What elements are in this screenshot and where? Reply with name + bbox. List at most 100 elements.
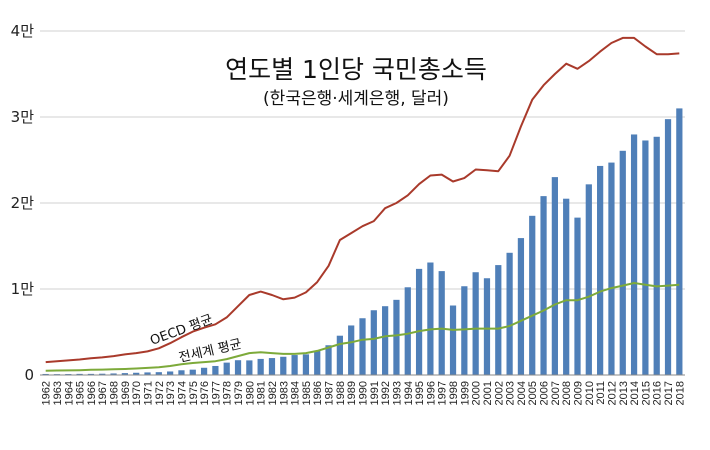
bar-2012 [608, 162, 615, 375]
bar-1978 [223, 362, 230, 375]
bar-2006 [540, 196, 547, 375]
x-tick-label: 1993 [391, 381, 403, 405]
bar-1996 [427, 262, 434, 375]
bar-2001 [483, 278, 491, 375]
bar-2016 [653, 136, 660, 375]
korea-bars [42, 108, 683, 376]
bar-1975 [189, 369, 196, 375]
x-tick-label: 2003 [505, 381, 517, 405]
series-lines [45, 36, 680, 372]
bar-1987 [325, 345, 332, 375]
bar-1997 [438, 271, 445, 375]
bar-2004 [517, 238, 525, 375]
line-world [45, 282, 680, 372]
bar-1980 [246, 360, 253, 375]
bar-1999 [461, 286, 468, 375]
x-tick-label: 1970 [131, 381, 143, 405]
bar-2013 [619, 150, 626, 375]
x-tick-label: 1965 [75, 381, 87, 405]
bar-2018 [676, 108, 683, 376]
bar-1973 [167, 371, 174, 375]
x-tick-label: 2007 [550, 381, 562, 405]
x-tick-label: 1971 [143, 381, 155, 405]
bar-1971 [144, 372, 151, 375]
bar-1972 [155, 372, 162, 375]
bar-1970 [133, 372, 140, 375]
bar-1985 [302, 354, 310, 375]
x-tick-label: 1987 [324, 381, 336, 405]
bar-2007 [551, 177, 558, 375]
x-tick-label: 2013 [618, 381, 630, 405]
bar-2011 [597, 165, 604, 375]
x-tick-label: 2006 [539, 381, 551, 405]
x-tick-label: 1969 [120, 381, 132, 405]
x-tick-label: 2012 [606, 381, 618, 405]
x-tick-label: 2011 [595, 381, 607, 405]
x-tick-label: 2002 [493, 381, 505, 405]
x-tick-label: 2018 [674, 381, 686, 405]
x-tick-label: 1998 [448, 381, 460, 405]
bar-1988 [336, 335, 343, 375]
x-tick-label: 1997 [437, 381, 449, 405]
x-tick-label: 2016 [652, 381, 664, 405]
x-tick-label: 1978 [222, 381, 234, 405]
bar-1977 [212, 365, 219, 375]
x-tick-label: 1964 [63, 381, 75, 405]
x-tick-label: 1980 [244, 381, 256, 405]
y-tick-label: 4만 [11, 22, 35, 40]
bar-2002 [495, 265, 502, 375]
y-axis-ticks: 0 1만 2만 3만 4만 [11, 22, 35, 384]
annotation-oecd: OECD 평균 [148, 312, 215, 349]
bar-1976 [200, 367, 208, 375]
bar-2015 [642, 140, 649, 375]
line-oecd [45, 36, 680, 364]
bar-1990 [359, 318, 366, 375]
x-tick-label: 1982 [267, 381, 279, 405]
bar-1994 [404, 287, 411, 375]
chart-subtitle: (한국은행·세계은행, 달러) [263, 89, 449, 109]
x-axis-ticks: 1962 1963 1964 1965 1966 1967 1968 1969 1970 1971… [41, 381, 687, 405]
bar-1993 [393, 299, 400, 375]
bar-2005 [529, 215, 536, 375]
x-tick-label: 1979 [233, 381, 245, 405]
bar-1982 [268, 358, 276, 375]
bar-2003 [506, 252, 513, 375]
x-tick-label: 1988 [335, 381, 347, 405]
bar-1998 [449, 305, 457, 375]
x-tick-label: 2000 [471, 381, 483, 405]
bar-1965 [76, 373, 83, 375]
x-tick-label: 1991 [369, 381, 381, 405]
bar-2008 [563, 198, 570, 375]
x-tick-label: 1962 [41, 381, 53, 405]
y-tick-label: 1만 [11, 280, 35, 298]
y-tick-label: 3만 [11, 108, 35, 126]
x-tick-label: 2008 [561, 381, 573, 405]
x-tick-label: 1994 [403, 381, 415, 405]
x-tick-label: 2010 [584, 381, 596, 405]
bar-2017 [664, 119, 672, 376]
x-tick-label: 2017 [663, 381, 675, 405]
bar-2009 [574, 217, 581, 375]
y-tick-label: 0 [24, 366, 34, 384]
bar-1969 [121, 373, 128, 375]
x-tick-label: 1990 [358, 381, 370, 405]
x-tick-label: 2014 [629, 381, 641, 405]
x-tick-label: 1989 [346, 381, 358, 405]
x-tick-label: 1983 [278, 381, 290, 405]
x-tick-label: 1996 [425, 381, 437, 405]
x-tick-label: 2004 [516, 381, 528, 405]
bar-1995 [415, 268, 423, 375]
bar-1986 [314, 350, 321, 375]
bar-1979 [234, 360, 242, 375]
bar-1968 [110, 373, 117, 375]
bar-1974 [178, 370, 185, 375]
bar-1967 [99, 373, 106, 375]
x-tick-label: 1995 [414, 381, 426, 405]
x-tick-label: 1963 [52, 381, 64, 405]
x-tick-label: 1981 [256, 381, 268, 405]
x-tick-label: 1975 [188, 381, 200, 405]
y-tick-label: 2만 [11, 194, 35, 212]
bar-2010 [585, 184, 592, 375]
chart-title: 연도별 1인당 국민총소득 [225, 55, 487, 84]
x-tick-label: 2001 [482, 381, 494, 405]
